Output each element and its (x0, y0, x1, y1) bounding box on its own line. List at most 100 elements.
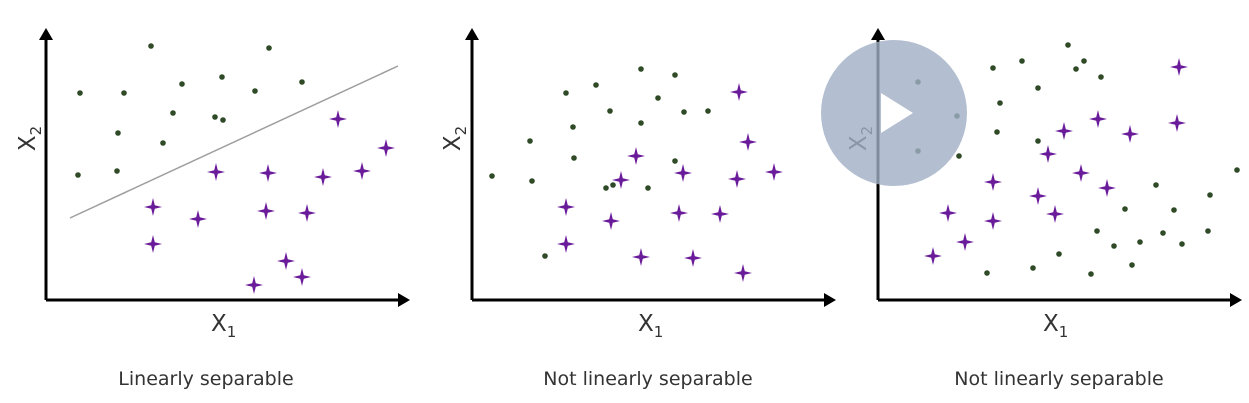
class-star-point (1029, 187, 1047, 205)
class-dot-point (1035, 138, 1041, 144)
x-axis-label-panel-3: X1 (1043, 311, 1069, 341)
class-dot-point (638, 120, 644, 126)
class-dot-point (956, 153, 962, 159)
class-star-point (730, 83, 748, 101)
class-star-point (557, 198, 575, 216)
class-star-point (674, 164, 692, 182)
class-star-point (1168, 114, 1186, 132)
class-star-point (1072, 164, 1090, 182)
play-button[interactable] (821, 40, 967, 186)
class-dot-point (75, 172, 81, 178)
class-star-point (602, 212, 620, 230)
class-star-point (257, 202, 275, 220)
class-dot-point (1179, 241, 1185, 247)
panel-not-linearly-separable-1 (465, 28, 836, 307)
caption-panel-2: Not linearly separable (543, 368, 753, 390)
class-dot-point (1205, 228, 1211, 234)
class-dot-point (1137, 239, 1143, 245)
class-dot-point (115, 130, 121, 136)
class-dot-point (220, 117, 226, 123)
class-star-point (924, 247, 942, 265)
class-dot-point (645, 185, 651, 191)
class-star-point (1055, 122, 1073, 140)
class-star-point (377, 139, 395, 157)
class-star-point (277, 252, 295, 270)
class-dot-point (489, 173, 495, 179)
class-star-point (670, 204, 688, 222)
class-dot-point (1098, 74, 1104, 80)
class-dot-point (1111, 243, 1117, 249)
class-star-point (298, 204, 316, 222)
class-star-point (632, 248, 650, 266)
class-star-point (314, 168, 332, 186)
class-dot-point (1019, 58, 1025, 64)
class-dot-point (571, 155, 577, 161)
class-star-point (939, 204, 957, 222)
class-star-point (329, 110, 347, 128)
class-star-point (144, 198, 162, 216)
class-dot-point (529, 178, 535, 184)
class-star-point (1098, 179, 1116, 197)
class-star-point (984, 212, 1002, 230)
class-star-point (765, 163, 783, 181)
class-dot-point (1035, 85, 1041, 91)
class-dot-point (655, 95, 661, 101)
class-dot-point (527, 138, 533, 144)
x-axis-label-panel-2: X1 (638, 311, 664, 341)
class-dot-point (1122, 206, 1128, 212)
class-dot-point (638, 66, 644, 72)
class-dot-point (1234, 167, 1240, 173)
class-dot-point (997, 100, 1003, 106)
class-dot-point (1207, 192, 1213, 198)
y-axis-arrowhead (871, 28, 885, 40)
class-dot-point (681, 109, 687, 115)
y-axis-arrowhead (465, 28, 479, 40)
class-dot-point (252, 88, 258, 94)
class-star-point (1121, 125, 1139, 143)
class-dot-point (984, 270, 990, 276)
class-star-point (207, 163, 225, 181)
class-star-point (1039, 145, 1057, 163)
class-star-point (259, 164, 277, 182)
class-dot-point (1094, 228, 1100, 234)
class-star-point (557, 235, 575, 253)
class-star-point (728, 170, 746, 188)
class-dot-point (1073, 66, 1079, 72)
class-dot-point (672, 158, 678, 164)
class-dot-point (114, 168, 120, 174)
class-dot-point (219, 74, 225, 80)
class-star-point (956, 233, 974, 251)
class-star-point (245, 276, 263, 294)
class-dot-point (672, 72, 678, 78)
class-star-point (1089, 110, 1107, 128)
class-dot-point (563, 90, 569, 96)
class-star-point (293, 268, 311, 286)
caption-panel-1: Linearly separable (118, 368, 294, 390)
separating-line (69, 65, 399, 219)
y-axis-label-panel-2: X2 (440, 125, 471, 152)
class-dot-point (542, 253, 548, 259)
class-dot-point (1171, 207, 1177, 213)
class-star-point (189, 210, 207, 228)
class-dot-point (1160, 230, 1166, 236)
class-star-point (627, 147, 645, 165)
class-dot-point (121, 90, 127, 96)
class-dot-point (299, 79, 305, 85)
class-dot-point (1065, 42, 1071, 48)
class-dot-point (212, 114, 218, 120)
class-dot-point (1153, 182, 1159, 188)
class-dot-point (1088, 271, 1094, 277)
class-dot-point (994, 129, 1000, 135)
class-star-point (144, 235, 162, 253)
class-star-point (711, 205, 729, 223)
class-dot-point (1056, 251, 1062, 257)
class-dot-point (77, 90, 83, 96)
class-dot-point (170, 110, 176, 116)
class-dot-point (160, 140, 166, 146)
caption-panel-3: Not linearly separable (954, 368, 1164, 390)
class-star-point (684, 249, 702, 267)
class-dot-point (607, 108, 613, 114)
class-star-point (739, 133, 757, 151)
class-dot-point (148, 43, 154, 49)
